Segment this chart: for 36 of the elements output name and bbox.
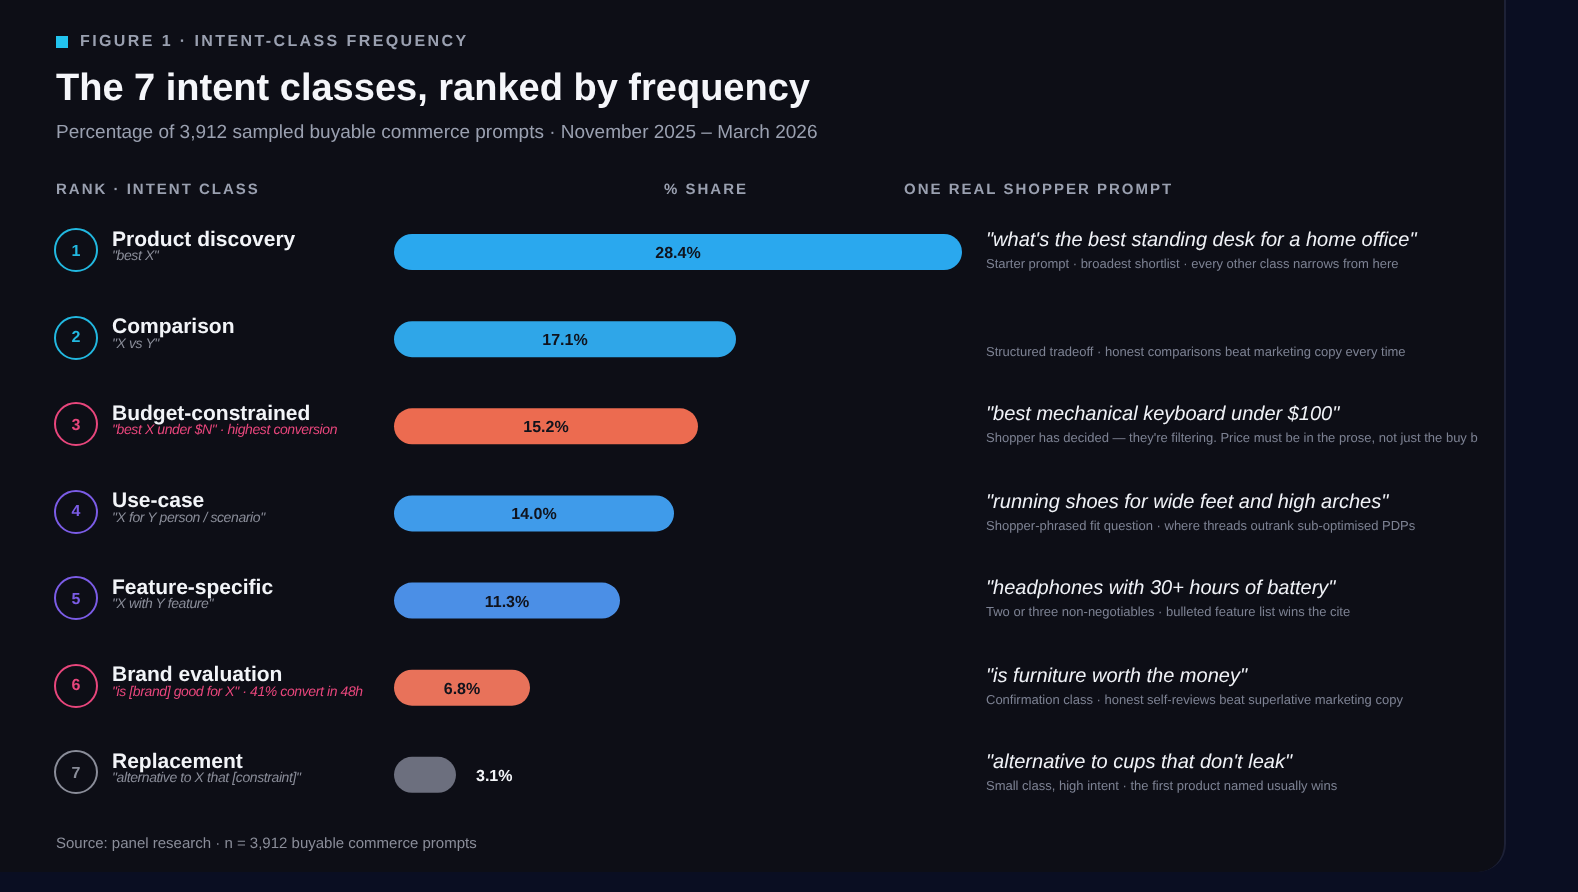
data-label: 17.1%	[542, 331, 588, 350]
text: "is furniture worth the money"	[986, 665, 1247, 687]
bar	[394, 669, 530, 706]
data-label: 28.4%	[655, 244, 701, 262]
bar	[394, 582, 620, 619]
data-label: 6.8%	[443, 679, 481, 698]
data-label: 3.1%	[476, 766, 513, 785]
y-tick-label: Use-case	[112, 489, 205, 513]
chart-title: The 7 intent classes, ranked by frequency	[56, 68, 810, 112]
text: "alternative to cups that don't leak"	[986, 752, 1292, 774]
rank-badge: 5	[54, 576, 98, 620]
data-label: 14.0%	[511, 505, 557, 524]
text: "best mechanical keyboard under $100"	[986, 404, 1340, 426]
text: "running shoes for wide feet and high arches"	[986, 491, 1389, 513]
rank-badge: 1	[54, 228, 98, 272]
rank-badge: 2	[54, 315, 98, 359]
y-tick-label: Comparison	[112, 314, 235, 339]
y-tick-label: Budget-constrained	[112, 401, 311, 426]
text: "headphones with 30+ hours of battery"	[986, 578, 1336, 600]
data-label: 11.3%	[484, 592, 530, 611]
y-tick-label: Brand evaluation	[112, 663, 283, 688]
rank-badge: 3	[54, 402, 98, 446]
bar	[394, 321, 736, 358]
y-tick-label: Product discovery	[112, 227, 296, 252]
bar	[394, 408, 698, 445]
text: "what's the best standing desk for a home office"	[986, 230, 1417, 252]
y-tick-label: Feature-specific	[112, 576, 274, 601]
chart-subtitle: Percentage of 3,912 sampled buyable commerce prompts · November 2025 – March 2026	[56, 122, 818, 144]
caption: FIGURE 1 · INTENT-CLASS FREQUENCY	[80, 32, 469, 50]
bar	[394, 234, 962, 270]
rank-badge: 4	[54, 489, 98, 533]
bar	[394, 495, 674, 532]
rank-badge: 6	[54, 663, 98, 707]
y-tick-label: Replacement	[112, 750, 244, 775]
rank-badge: 7	[54, 750, 98, 794]
data-label: 15.2%	[523, 418, 569, 437]
